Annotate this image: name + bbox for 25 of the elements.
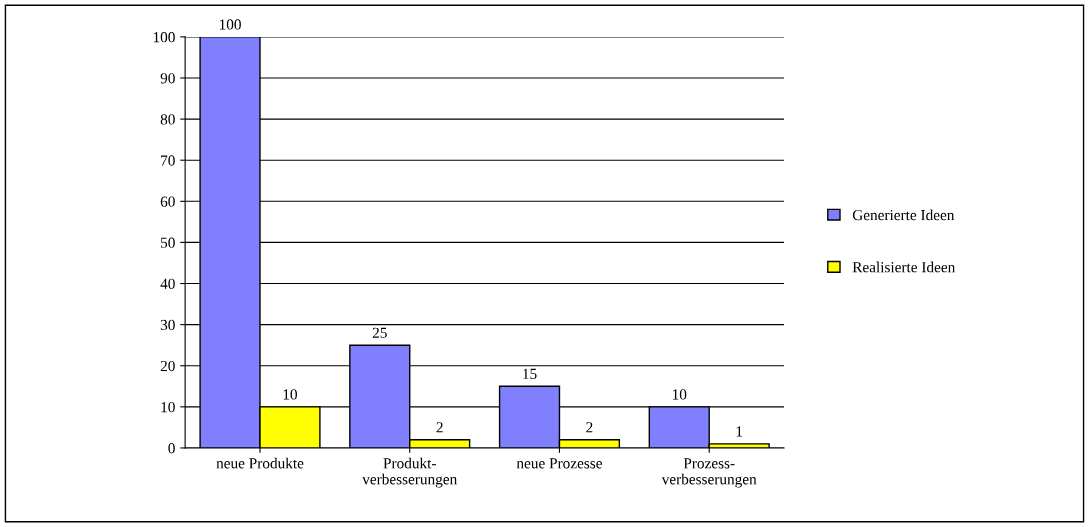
data-label: 2 bbox=[436, 422, 443, 433]
data-label: 15 bbox=[523, 368, 537, 380]
legend-label: Generierte Ideen bbox=[852, 209, 955, 221]
y-tick-label: 10 bbox=[161, 401, 175, 413]
y-tick-label: 70 bbox=[161, 155, 175, 166]
data-label: 2 bbox=[586, 422, 593, 433]
data-label: 1 bbox=[736, 426, 743, 437]
y-tick-label: 100 bbox=[153, 32, 175, 43]
y-tick-label: 30 bbox=[160, 319, 175, 331]
y-tick-label: 0 bbox=[168, 443, 175, 454]
y-tick-label: 40 bbox=[160, 278, 175, 289]
x-tick-label: Produkt- verbesserungen bbox=[362, 457, 458, 488]
y-tick-label: 80 bbox=[160, 114, 175, 125]
data-label: 10 bbox=[672, 389, 687, 400]
y-tick-label: 90 bbox=[160, 73, 175, 84]
y-tick-label: 50 bbox=[161, 237, 175, 248]
data-label: 100 bbox=[219, 19, 241, 30]
y-tick-label: 60 bbox=[160, 196, 175, 207]
x-tick-label: neue Produkte bbox=[216, 457, 304, 469]
x-tick-label: neue Prozesse bbox=[516, 458, 602, 469]
x-tick-label: Prozess- verbesserungen bbox=[661, 458, 757, 488]
legend-label: Realisierte Ideen bbox=[852, 261, 956, 273]
y-tick-label: 20 bbox=[160, 360, 175, 372]
data-label: 10 bbox=[283, 389, 297, 400]
data-label: 25 bbox=[372, 327, 387, 338]
